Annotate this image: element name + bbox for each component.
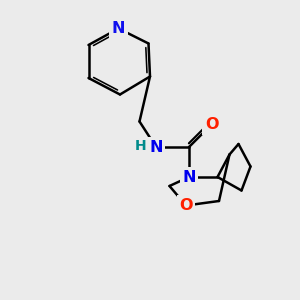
Text: O: O [179,198,193,213]
Text: N: N [112,21,125,36]
Text: H: H [135,139,146,153]
Text: N: N [149,140,163,154]
Text: N: N [182,169,196,184]
Text: O: O [205,117,218,132]
